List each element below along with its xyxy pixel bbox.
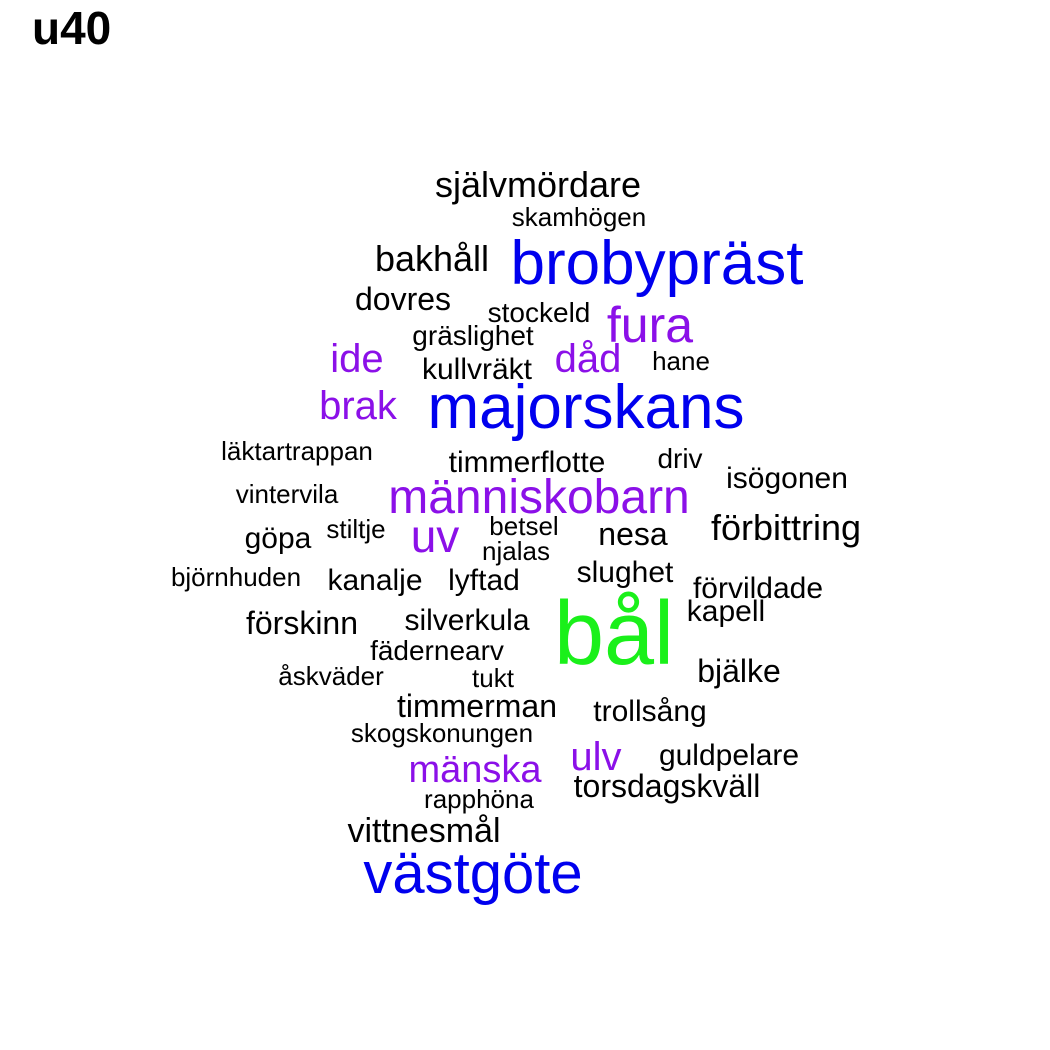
word-torsdagskväll: torsdagskväll — [574, 768, 761, 804]
word-guldpelare: guldpelare — [659, 739, 799, 772]
word-timmerman: timmerman — [397, 688, 557, 724]
word-tukt: tukt — [472, 663, 515, 693]
word-kullvräkt: kullvräkt — [422, 353, 533, 386]
word-vintervila: vintervila — [236, 479, 339, 509]
word-isögonen: isögonen — [726, 462, 848, 495]
word-självmördare: självmördare — [435, 164, 641, 205]
word-hane: hane — [652, 346, 710, 376]
word-uv: uv — [411, 510, 460, 562]
word-kapell: kapell — [687, 595, 765, 628]
word-skogskonungen: skogskonungen — [351, 718, 533, 748]
word-stockeld: stockeld — [488, 297, 591, 328]
word-dåd: dåd — [555, 337, 622, 381]
word-njalas: njalas — [482, 536, 550, 566]
word-bakhåll: bakhåll — [375, 238, 489, 279]
word-bål: bål — [554, 584, 674, 684]
word-ide: ide — [330, 337, 383, 381]
word-björnhuden: björnhuden — [171, 562, 301, 592]
word-rapphöna: rapphöna — [424, 784, 534, 814]
word-bjälke: bjälke — [697, 653, 781, 689]
word-läktartrappan: läktartrappan — [221, 436, 373, 466]
word-fura: fura — [607, 297, 693, 353]
word-nesa: nesa — [598, 516, 668, 552]
word-silverkula: silverkula — [404, 604, 529, 637]
word-kanalje: kanalje — [327, 564, 422, 597]
word-trollsång: trollsång — [593, 695, 706, 728]
word-majorskans: majorskans — [428, 373, 745, 442]
word-vittnesmål: vittnesmål — [347, 812, 500, 850]
word-förskinn: förskinn — [246, 605, 358, 641]
cloud-title: u40 — [32, 2, 111, 54]
word-västgöte: västgöte — [363, 841, 582, 906]
word-stiltje: stiltje — [326, 514, 385, 544]
word-ulv: ulv — [570, 735, 621, 779]
word-timmerflotte: timmerflotte — [449, 446, 606, 479]
word-förvildade: förvildade — [693, 572, 823, 605]
word-göpa: göpa — [245, 522, 312, 555]
word-skamhögen: skamhögen — [512, 202, 646, 232]
word-betsel: betsel — [489, 511, 558, 541]
word-driv: driv — [657, 443, 702, 474]
word-förbittring: förbittring — [711, 507, 861, 548]
word-åskväder: åskväder — [278, 661, 384, 691]
word-mänska: mänska — [408, 749, 542, 791]
word-brobypräst: brobypräst — [511, 229, 804, 298]
word-slughet: slughet — [577, 556, 674, 589]
word-fädernearv: fädernearv — [370, 635, 504, 666]
word-brak: brak — [319, 384, 398, 428]
word-lyftad: lyftad — [448, 564, 520, 597]
word-dovres: dovres — [355, 281, 451, 317]
word-gräslighet: gräslighet — [412, 320, 534, 351]
word-människobarn: människobarn — [388, 471, 690, 524]
